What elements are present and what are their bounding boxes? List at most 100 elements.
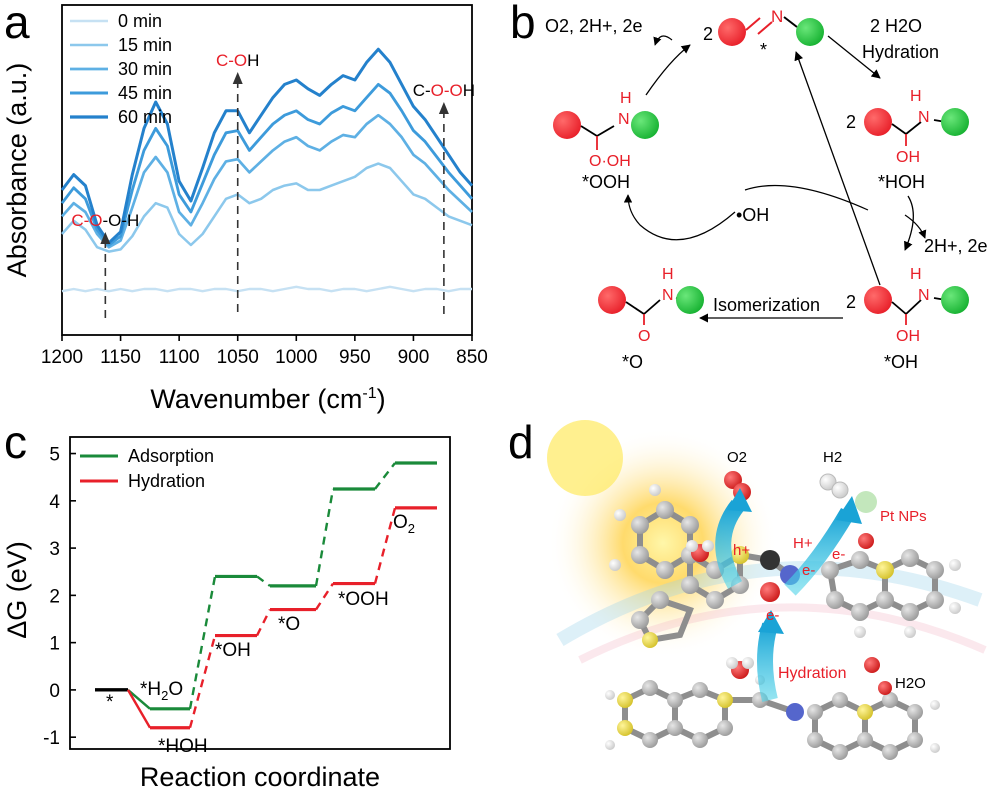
lower-atoms: [605, 657, 940, 760]
y-tick-label-c: -1: [43, 728, 60, 749]
legend-a: 0 min 15 min 30 min 45 min 60 min: [70, 11, 172, 127]
proton-label: H+: [793, 535, 813, 552]
red-bead-top: [718, 18, 746, 46]
atom-oh-oh: OH: [896, 328, 920, 345]
series-line-3: [60, 82, 474, 247]
y-tick-label-c: 5: [49, 445, 60, 466]
legend-c: Adsorption Hydration: [80, 446, 214, 491]
series-line-4: [60, 47, 474, 245]
double-bond-top: [745, 17, 773, 35]
y-ticks-c: -1 0 1 2 3 4 5: [43, 445, 76, 749]
green-bead-o: [676, 286, 704, 314]
h2-label-d: H2: [823, 449, 842, 466]
green-bead-hoh: [941, 108, 969, 136]
bond-top: [783, 16, 798, 28]
legend-label-c: Adsorption: [128, 446, 214, 466]
y-tick-label-c: 3: [49, 539, 60, 560]
red-bead-oh: [864, 286, 892, 314]
y-tick-label-c: 0: [49, 681, 60, 702]
reduction-arrow-head: [836, 496, 862, 524]
step-labels: * *H2O *HOH *OH *O *OOH O2: [106, 512, 415, 757]
hydration-arrow: [757, 622, 778, 702]
x-axis-label-a: Wavenumber (cm-1): [150, 384, 385, 414]
panel-letter-c: c: [4, 416, 27, 468]
step-label: *OH: [215, 640, 251, 661]
panel-letter-b: b: [510, 0, 536, 48]
panel-d-illustration: d: [508, 416, 988, 790]
atom-n-ooh: N: [618, 111, 630, 128]
panel-c-energy-diagram: c -1 0 1 2 3 4 5 Adsorption Hydration * *H2O *HOH…: [2, 416, 451, 792]
coef-top: 2: [703, 24, 713, 44]
arrow-hoh-to-oh: [904, 195, 914, 251]
annotations-a: C-O-O-H C-OH C-O-OH: [71, 51, 475, 318]
legend-label-a: 60 min: [118, 107, 172, 127]
step-label: *OOH: [338, 589, 389, 610]
atom-ooh: O·OH: [589, 153, 631, 170]
legend-label-a: 30 min: [118, 59, 172, 79]
energy-connector-0-1: [127, 688, 151, 710]
x-tick-label-a: 950: [339, 347, 371, 368]
plot-frame-c: [69, 436, 451, 750]
x-tick-label-a: 900: [398, 347, 430, 368]
isomerization-label: Isomerization: [713, 295, 820, 315]
x-tick-label-a: 1050: [217, 347, 259, 368]
x-ticks-a: 1200 1150 1100 1050 1000 950 900 850: [41, 335, 488, 368]
arrow-h-release: [904, 214, 927, 239]
upper-atoms: [609, 484, 961, 648]
swirl-1: [556, 561, 983, 647]
y-axis-label-a: Absorbance (a.u.): [2, 63, 32, 278]
legend-label-a: 0 min: [118, 11, 162, 31]
y-tick-label-c: 2: [49, 586, 60, 607]
legend-label-a: 45 min: [118, 83, 172, 103]
red-bead-ooh: [553, 111, 581, 139]
green-bead-oh: [941, 286, 969, 314]
oh-label: *OH: [884, 352, 918, 372]
red-bead-o: [598, 286, 626, 314]
annotation-arrowhead: [100, 232, 111, 244]
plot-frame-a: [61, 4, 473, 336]
x-axis-label-c: Reaction coordinate: [140, 762, 380, 792]
water-label: 2 H2O: [870, 16, 922, 36]
energy-profile: [95, 461, 437, 730]
arrow-o2-release: [653, 35, 673, 46]
panel-letter-a: a: [4, 0, 30, 48]
series-line-1: [61, 162, 473, 253]
atom-oh-hoh: OH: [896, 149, 920, 166]
o2-release-label: O2, 2H+, 2e: [545, 16, 643, 36]
atom-h-o: H: [662, 266, 674, 283]
oxidation-arrow-head: [727, 488, 752, 512]
step-label: *: [106, 692, 114, 713]
panel-a-ftir-chart: a 1200 1150 1100 1050 1000 950 900 850 0 min 15 …: [2, 0, 488, 414]
arrow-oh-to-ooh: [623, 194, 736, 241]
step-label: *O: [278, 614, 300, 635]
oh-radical-label: •OH: [736, 205, 769, 225]
o2-label-d: O2: [727, 449, 747, 466]
y-tick-label-c: 4: [49, 492, 60, 513]
pt-particle-icon: [855, 491, 877, 513]
atom-n-o: N: [662, 287, 674, 304]
panel-b-reaction-scheme: b 2 N * O2, 2H+, 2e 2 H2O Hydration: [510, 0, 988, 372]
green-bead-top: [796, 18, 824, 46]
arrow-ooh-to-top: [645, 44, 691, 96]
step-label: *H2O: [140, 679, 183, 703]
arc-to-oh: [744, 184, 869, 211]
coef-oh: 2: [846, 292, 856, 312]
swirl-2: [578, 603, 987, 664]
energy-connector-0-3: [256, 575, 271, 587]
step-label: O2: [393, 512, 415, 536]
x-tick-label-a: 1100: [159, 347, 200, 368]
energy-connector-0-4: [314, 488, 335, 587]
h2o-label-d: H2O: [895, 675, 926, 692]
star-top: *: [760, 40, 767, 60]
electron-label-2: e-: [832, 546, 845, 563]
y-axis-label-c: ΔG (eV): [2, 541, 32, 639]
hydration-arrow-head: [758, 610, 784, 634]
arrow-top-to-hoh: [827, 35, 881, 79]
energy-connector-0-2: [188, 576, 217, 710]
atom-n-oh: N: [918, 287, 930, 304]
series-line-0: [61, 285, 472, 293]
atom-o-o: O: [638, 328, 650, 345]
atom-h-oh: H: [910, 266, 922, 283]
step-label: *HOH: [158, 736, 208, 757]
